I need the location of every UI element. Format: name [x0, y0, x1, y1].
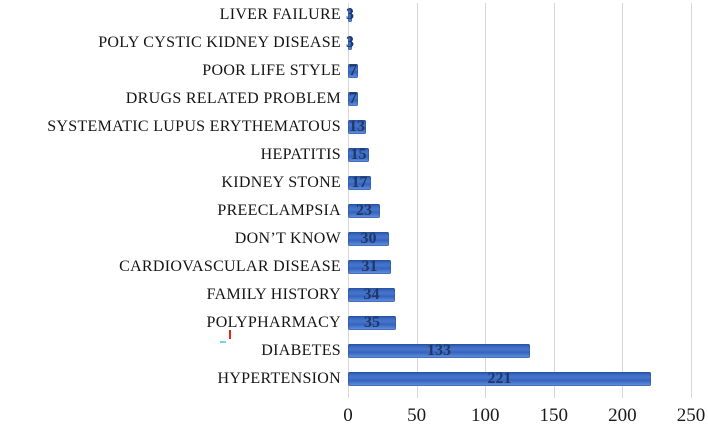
category-label: DRUGS RELATED PROBLEM: [125, 90, 341, 107]
value-label: 221: [487, 370, 512, 387]
value-label: 15: [350, 146, 367, 163]
gridline: [485, 3, 487, 398]
category-label: DON’T KNOW: [234, 230, 341, 247]
x-tick-label: 200: [608, 405, 637, 426]
bar: [348, 316, 396, 330]
category-label: LIVER FAILURE: [219, 6, 341, 23]
category-label: FAMILY HISTORY: [206, 286, 341, 303]
x-tick-label: 0: [343, 405, 353, 426]
bar: [348, 260, 391, 274]
bar: [348, 64, 358, 78]
category-label: CARDIOVASCULAR DISEASE: [119, 258, 341, 275]
category-label: HEPATITIS: [260, 146, 341, 163]
x-tick-label: 100: [470, 405, 500, 426]
value-label: 7: [349, 90, 357, 107]
spellcheck-red-mark: [229, 330, 231, 339]
category-label: DIABETES: [261, 342, 341, 359]
category-label: POLYPHARMACY: [206, 314, 341, 331]
bar: [348, 8, 352, 22]
category-label: POLY CYSTIC KIDNEY DISEASE: [98, 34, 341, 51]
value-label: 133: [427, 342, 451, 359]
spellcheck-teal-mark: [220, 341, 226, 343]
value-label: 31: [361, 258, 378, 275]
x-tick-label: 250: [676, 405, 706, 426]
bar: [348, 344, 530, 358]
value-label: 35: [364, 314, 380, 331]
bar: [348, 92, 358, 106]
bar: [348, 204, 380, 218]
category-label: SYSTEMATIC LUPUS ERYTHEMATOUS: [47, 118, 341, 135]
value-label: 30: [360, 230, 377, 247]
value-label: 3: [346, 6, 354, 23]
value-label: 7: [349, 62, 357, 79]
value-label: 17: [351, 174, 368, 191]
bar: [348, 120, 366, 134]
bar: [348, 232, 389, 246]
value-label: 23: [356, 202, 372, 219]
x-tick-label: 150: [539, 405, 569, 426]
bar: [348, 288, 395, 302]
gridline: [622, 3, 624, 398]
gridline: [553, 3, 555, 398]
category-label: HYPERTENSION: [217, 370, 341, 387]
bar: [348, 36, 352, 50]
gridline: [691, 3, 692, 398]
value-label: 34: [363, 286, 380, 303]
gridline: [416, 3, 418, 398]
category-label: PREECLAMPSIA: [217, 202, 341, 219]
bar: [348, 176, 371, 190]
x-tick-label: 50: [407, 405, 427, 426]
value-label: 13: [349, 118, 365, 135]
bar: [348, 148, 369, 162]
category-label: KIDNEY STONE: [221, 174, 341, 191]
value-label: 3: [346, 34, 354, 51]
category-label: POOR LIFE STYLE: [202, 62, 341, 79]
bar: [348, 372, 651, 386]
gridline: [348, 3, 349, 398]
